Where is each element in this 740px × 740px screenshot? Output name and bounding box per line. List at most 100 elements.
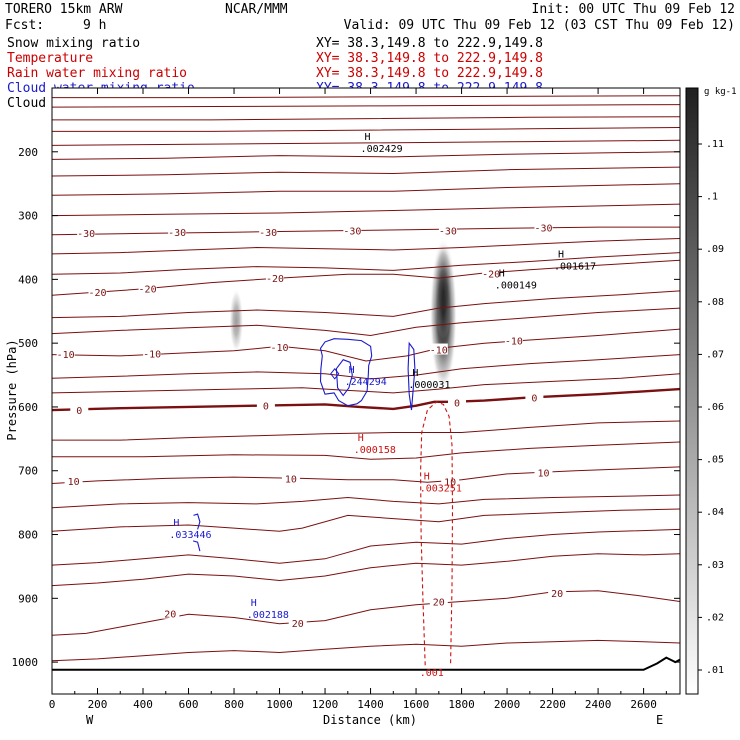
cloud-water-contour [407,341,416,411]
isotherm-line [52,354,680,380]
snow-blob [229,288,244,353]
isotherm-line [52,290,680,319]
colorbar-label: .09 [706,244,724,255]
isotherm-label: -10 [143,349,161,360]
field-xy: XY= 38.3,149.8 to 222.9,149.8 [316,66,543,81]
colorbar [685,87,699,695]
high-value: .033446 [169,530,211,541]
colorbar-label: .1 [706,192,718,203]
x-tick-label: 800 [224,698,244,711]
high-marker: H [173,518,179,529]
init-time: Init: 00 UTC Thu 09 Feb 12 [532,2,736,17]
high-marker: H [349,365,355,376]
center-title: NCAR/MMM [225,2,288,17]
colorbar-unit: g kg-1 [704,87,737,97]
isotherm-label-bg [448,396,467,408]
y-tick-label: 300 [18,210,38,223]
model-title: TORERO 15km ARW [5,2,123,17]
isotherm-label: 0 [76,406,82,417]
isotherm-line [52,252,680,275]
cloud-water-layer [192,338,416,552]
y-tick-label: 400 [18,273,38,286]
high-value: .002188 [247,610,289,621]
isotherm-line [52,307,680,337]
cloud-water-contour [319,338,373,407]
x-tick-label: 1600 [403,698,430,711]
isotherm-lines-layer [52,95,680,662]
field-xy: XY= 38.3,149.8 to 222.9,149.8 [316,36,543,51]
isotherm-label: -30 [343,226,361,237]
cloud-water-max-marker [330,367,340,380]
high-marker: H [558,250,564,261]
highs-layer: H.002429H.001617H.000149H.244294H.000031… [169,132,596,679]
colorbar-label: .02 [706,612,724,623]
colorbar-label: .04 [706,507,724,518]
isotherm-label-bg [438,224,457,236]
isotherm-label-bg [270,340,289,352]
isotherm-label-bg [138,282,157,294]
isotherm-label-bg [504,334,523,346]
x-tick-label: 2400 [585,698,612,711]
colorbar-label: .05 [706,455,724,466]
colorbar-labels: .01 .02 .03 .04 .05 .06 .07 .08 .09 .1 .11 [698,139,724,676]
isotherm-label: 0 [531,393,537,404]
field-xy: XY= 38.3,149.8 to 222.9,149.8 [316,51,543,66]
colorbar-label: .08 [706,297,724,308]
x-tick-label: 1000 [266,698,293,711]
field-name: Snow mixing ratio [7,36,140,51]
x-tick-label: 1400 [357,698,384,711]
isotherm-label-bg [259,226,278,238]
isotherm-line [52,95,680,99]
x-tick-label: 0 [49,698,56,711]
isotherm-line [52,553,680,587]
colorbar-label: .07 [706,349,724,360]
isotherm-label: -20 [266,274,284,285]
isotherm-line [52,508,680,532]
isotherm--10 [52,328,680,362]
x-tick-label: 400 [133,698,153,711]
high-value: .002429 [361,144,403,155]
isotherm-line [52,183,680,196]
isotherm-label: -30 [168,228,186,239]
y-tick-label: 800 [18,529,38,542]
isotherm-label-bg [256,399,275,411]
isotherm-label: 10 [285,474,297,485]
snow-shading-layer [229,237,458,391]
x-tick-label: 2200 [539,698,566,711]
isotherm-line [52,104,680,108]
isotherm-label: -10 [57,350,75,361]
forecast-hours: 9 h [83,18,106,33]
y-tick-label: 500 [18,337,38,350]
y-tick-label: 700 [18,465,38,478]
colorbar-label: .01 [706,665,724,676]
x-axis-label: Distance (km) [323,713,417,727]
east-label: E [656,713,663,727]
x-tick-label: 1800 [448,698,475,711]
y-tick-label: 600 [18,401,38,414]
isotherm-line [52,151,680,160]
x-tick-label: 200 [88,698,108,711]
high-marker: H [424,471,430,482]
cloud-water-contour [192,540,201,552]
isotherm-label-bg [534,221,553,233]
snow-blob [434,244,453,340]
high-marker: H [358,433,364,444]
isotherm-label-bg [77,226,96,238]
isotherm-label-bg [429,343,448,355]
cloud-water-contour [335,359,353,397]
isotherm-line [52,441,680,460]
rain-contour-layer [420,401,454,666]
high-value: .244294 [345,377,387,388]
high-marker: H [365,132,371,143]
isotherm-label-bg [343,224,362,236]
isotherm-label: 10 [68,477,80,488]
isotherm-label: 10 [537,469,549,480]
high-marker: H [412,368,418,379]
labeled-isotherms-layer: -30 -30 -30 -30 -30 -30 -20 -20 -20 -20 -10 -10 -10 -… [52,221,680,636]
isotherm-0 [52,387,680,412]
isotherm-line [52,166,680,177]
isotherm-label-bg [88,286,107,298]
x-tick-label: 2000 [494,698,521,711]
